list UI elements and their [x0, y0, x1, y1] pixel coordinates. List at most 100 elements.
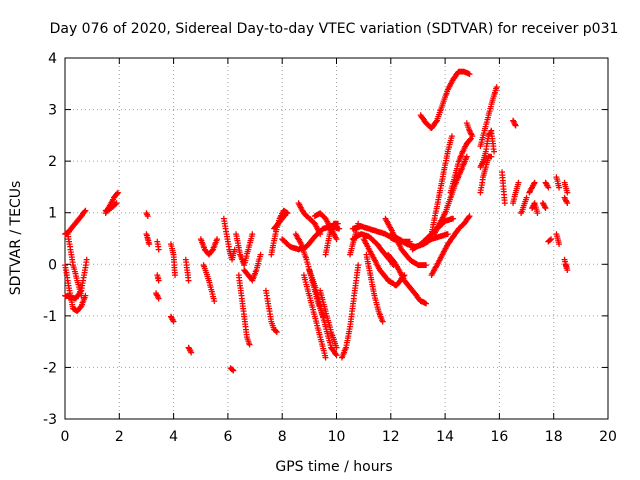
data-point: +	[368, 223, 375, 236]
data-point: +	[74, 276, 81, 289]
data-point: +	[403, 235, 410, 248]
data-point: +	[443, 203, 450, 216]
data-point: +	[449, 74, 456, 87]
data-point: +	[303, 209, 310, 222]
data-point: +	[186, 342, 193, 355]
data-point: +	[451, 173, 458, 186]
data-point: +	[408, 254, 415, 267]
data-point: +	[327, 321, 334, 334]
data-point: +	[441, 161, 448, 174]
data-point: +	[381, 247, 388, 260]
data-point: +	[469, 129, 476, 142]
data-point: +	[333, 349, 340, 362]
data-point: +	[183, 256, 190, 269]
data-point: +	[269, 319, 276, 332]
data-point: +	[318, 289, 325, 302]
data-point: +	[433, 223, 440, 236]
data-point: +	[105, 203, 112, 216]
data-point: +	[304, 210, 311, 223]
data-point: +	[280, 204, 287, 217]
data-point: +	[390, 255, 397, 268]
data-point: +	[462, 140, 469, 153]
data-point: +	[324, 241, 331, 254]
data-point: +	[291, 241, 298, 254]
data-point: +	[312, 229, 319, 242]
data-point: +	[467, 133, 474, 146]
data-point: +	[270, 321, 277, 334]
data-point: +	[561, 176, 568, 189]
data-point: +	[240, 305, 247, 318]
data-point: +	[456, 65, 463, 78]
data-point: +	[313, 290, 320, 303]
data-point: +	[520, 199, 527, 212]
data-point: +	[79, 276, 86, 289]
data-point: +	[298, 242, 305, 255]
data-point: +	[479, 133, 486, 146]
data-point: +	[491, 88, 498, 101]
data-point: +	[432, 116, 439, 129]
data-point: +	[282, 235, 289, 248]
data-point: +	[80, 207, 87, 220]
data-point: +	[63, 289, 70, 302]
data-point: +	[331, 345, 338, 358]
data-point: +	[317, 300, 324, 313]
y-tick-label: -2	[43, 360, 57, 376]
data-point: +	[333, 341, 340, 354]
data-point: +	[102, 207, 109, 220]
data-point: +	[77, 285, 84, 298]
data-point: +	[341, 346, 348, 359]
data-point: +	[387, 227, 394, 240]
data-point: +	[112, 197, 119, 210]
data-point: +	[402, 247, 409, 260]
data-point: +	[395, 232, 402, 245]
data-point: +	[545, 235, 552, 248]
data-point: +	[406, 238, 413, 251]
data-point: +	[345, 327, 352, 340]
data-point: +	[385, 252, 392, 265]
data-point: +	[468, 132, 475, 145]
data-point: +	[404, 278, 411, 291]
data-point: +	[170, 314, 177, 327]
data-point: +	[477, 140, 484, 153]
data-point: +	[383, 249, 390, 262]
data-point: +	[424, 232, 431, 245]
data-point: +	[528, 182, 535, 195]
data-point: +	[544, 180, 551, 193]
data-point: +	[170, 315, 177, 328]
data-point: +	[144, 208, 151, 221]
data-point: +	[307, 213, 314, 226]
data-point: +	[529, 180, 536, 193]
data-point: +	[561, 253, 568, 266]
data-point: +	[393, 234, 400, 247]
data-point: +	[287, 240, 294, 253]
data-point: +	[398, 268, 405, 281]
data-point: +	[392, 257, 399, 270]
data-point: +	[273, 325, 280, 338]
data-point: +	[202, 264, 209, 277]
data-point: +	[310, 215, 317, 228]
data-point: +	[370, 251, 377, 264]
data-point: +	[555, 234, 562, 247]
data-point: +	[306, 212, 313, 225]
data-point: +	[435, 110, 442, 123]
data-point: +	[316, 295, 323, 308]
data-point: +	[272, 221, 279, 234]
data-point: +	[541, 199, 548, 212]
data-point: +	[297, 242, 304, 255]
data-point: +	[390, 229, 397, 242]
data-point: +	[154, 235, 161, 248]
data-point: +	[313, 317, 320, 330]
data-point: +	[489, 129, 496, 142]
data-markers: ++++++++++++++++++++++++++++++++++++++++…	[62, 65, 571, 377]
data-point: +	[333, 221, 340, 234]
data-point: +	[490, 90, 497, 103]
data-point: +	[296, 233, 303, 246]
data-point: +	[372, 291, 379, 304]
data-point: +	[444, 149, 451, 162]
data-point: +	[397, 235, 404, 248]
data-point: +	[272, 324, 279, 337]
data-point: +	[388, 276, 395, 289]
data-point: +	[324, 312, 331, 325]
data-point: +	[368, 246, 375, 259]
data-point: +	[235, 241, 242, 254]
